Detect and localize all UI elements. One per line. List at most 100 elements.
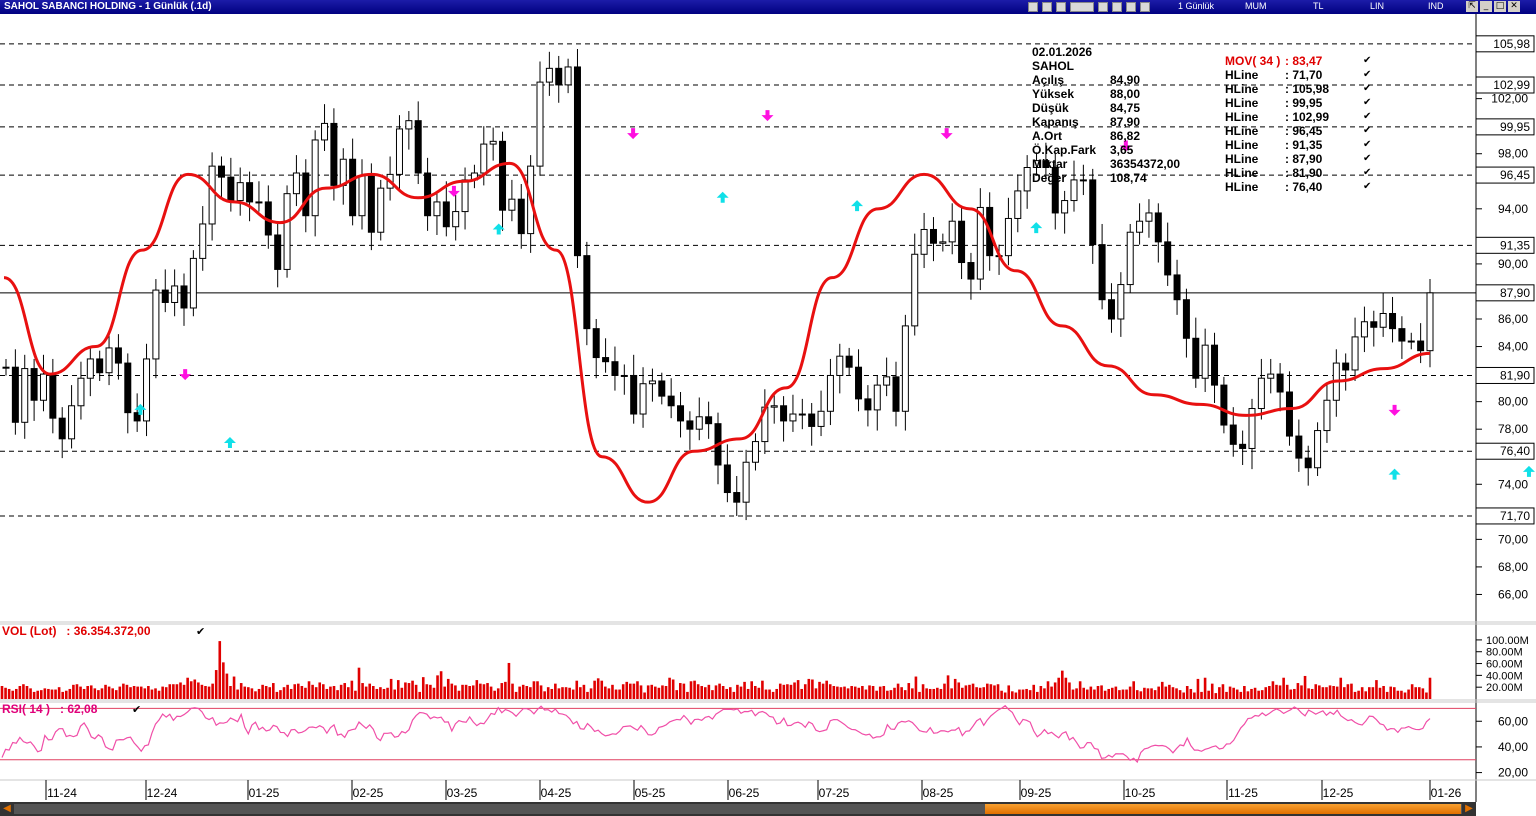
- indicator-selector[interactable]: IND: [1428, 1, 1444, 11]
- volume-bar: [1168, 684, 1171, 699]
- check-icon[interactable]: ✔: [1363, 153, 1372, 164]
- check-icon[interactable]: ✔: [1363, 97, 1372, 108]
- hline-label: 99,95: [1500, 120, 1530, 134]
- check-icon[interactable]: ✔: [1363, 167, 1372, 178]
- scroll-left-icon[interactable]: ◀: [3, 803, 11, 814]
- candle-body: [292, 172, 300, 195]
- candle-body: [1360, 321, 1368, 338]
- volume-bar: [18, 686, 22, 699]
- check-icon[interactable]: ✔: [1363, 139, 1372, 150]
- toolbar-icon[interactable]: [1056, 2, 1066, 12]
- volume-bar: [836, 686, 839, 699]
- volume-bar: [700, 686, 704, 699]
- indicator-value: : 99,95: [1285, 96, 1323, 110]
- check-icon[interactable]: ✔: [1363, 125, 1372, 136]
- candle-body: [1220, 384, 1228, 426]
- scroll-right-icon[interactable]: ▶: [1465, 803, 1473, 814]
- volume-bar: [911, 688, 914, 699]
- minimize-icon[interactable]: _: [1480, 1, 1492, 12]
- candle-body: [1117, 284, 1125, 320]
- indicator-row-mov: MOV( 34 ): 83,47 ✔: [1225, 54, 1375, 68]
- candle-body: [1126, 231, 1134, 286]
- scale-selector[interactable]: LIN: [1370, 1, 1385, 11]
- volume-bar: [75, 684, 79, 699]
- indicator-name: HLine: [1225, 82, 1259, 96]
- candle-body: [573, 66, 581, 257]
- volume-bar: [1421, 688, 1425, 699]
- candle: [1407, 332, 1415, 350]
- currency-selector[interactable]: TL: [1313, 1, 1324, 11]
- candle-body: [152, 289, 160, 360]
- candle-body: [1211, 344, 1219, 386]
- volume-bar: [1318, 685, 1321, 699]
- date-tick-label: 10-25: [1125, 786, 1156, 800]
- volume-bar: [1128, 686, 1132, 699]
- volume-bar: [1171, 687, 1175, 699]
- volume-bar: [968, 684, 971, 699]
- candle: [1164, 222, 1172, 286]
- toolbar-icon[interactable]: [1112, 2, 1122, 12]
- candle-body: [639, 383, 647, 415]
- volume-bar: [129, 687, 132, 699]
- volume-bar: [561, 687, 564, 699]
- toolbar-icon[interactable]: [1070, 2, 1094, 12]
- volume-bar: [243, 686, 247, 699]
- horizontal-scrollbar[interactable]: ◀ ▶: [0, 802, 1476, 816]
- check-icon[interactable]: ✔: [1363, 83, 1372, 94]
- candle-body: [742, 461, 750, 503]
- check-icon[interactable]: ✔: [1363, 111, 1372, 122]
- volume-bar: [1368, 687, 1371, 699]
- volume-bar: [186, 677, 189, 699]
- volume-bar: [307, 681, 311, 699]
- candle: [1182, 288, 1190, 358]
- volume-bar: [211, 683, 214, 699]
- volume-bar: [607, 688, 611, 699]
- close-icon[interactable]: ✕: [1508, 1, 1520, 12]
- candle: [873, 375, 881, 431]
- volume-bar: [72, 684, 75, 699]
- sell-arrow-shape: [1119, 140, 1132, 152]
- info-row: Miktar 36354372,00: [1032, 157, 1180, 171]
- scroll-track[interactable]: [14, 804, 1462, 814]
- candle-body: [901, 325, 909, 412]
- scroll-thumb[interactable]: [985, 804, 1461, 814]
- toolbar-icon[interactable]: [1126, 2, 1136, 12]
- pin-icon[interactable]: ⇱: [1466, 1, 1478, 12]
- info-row-label: Yüksek: [1032, 87, 1075, 101]
- volume-bar: [1032, 684, 1036, 699]
- volume-bar: [182, 684, 186, 699]
- volume-bar: [239, 683, 243, 699]
- hline: 96,45: [0, 166, 1535, 184]
- toolbar-icon[interactable]: [1028, 2, 1038, 12]
- volume-bar: [1182, 692, 1185, 699]
- rsi-check-icon[interactable]: ✔: [132, 703, 142, 716]
- check-icon[interactable]: ✔: [1363, 181, 1372, 192]
- candle-body: [161, 289, 169, 303]
- toolbar-icon[interactable]: [1140, 2, 1150, 12]
- candle: [39, 354, 47, 412]
- volume-bar: [4, 687, 7, 699]
- candle-body: [377, 187, 385, 233]
- volume-bar: [1103, 690, 1107, 699]
- check-icon[interactable]: ✔: [1363, 69, 1372, 80]
- period-selector[interactable]: 1 Günlük: [1178, 1, 1215, 11]
- check-icon[interactable]: ✔: [1363, 55, 1372, 66]
- indicator-row-hline: HLine: 81,90 ✔: [1225, 166, 1375, 180]
- candle-body: [499, 140, 507, 211]
- date-tick-label: 08-25: [923, 786, 954, 800]
- volume-bar: [1339, 677, 1343, 699]
- info-row: Kapanış 87,90: [1032, 115, 1140, 129]
- candle-body: [405, 120, 413, 130]
- toolbar-icon[interactable]: [1042, 2, 1052, 12]
- volume-bar: [150, 689, 154, 699]
- chart-type-selector[interactable]: MUM: [1245, 1, 1267, 11]
- maximize-icon[interactable]: □: [1494, 1, 1506, 12]
- date-tick-label: 03-25: [447, 786, 478, 800]
- toolbar-icon[interactable]: [1098, 2, 1108, 12]
- candle: [723, 444, 731, 503]
- candle-body: [1398, 328, 1406, 342]
- volume-label: VOL (Lot) : 36.354.372,00: [2, 624, 151, 638]
- volume-check-icon[interactable]: ✔: [196, 625, 206, 638]
- volume-bar: [868, 685, 871, 699]
